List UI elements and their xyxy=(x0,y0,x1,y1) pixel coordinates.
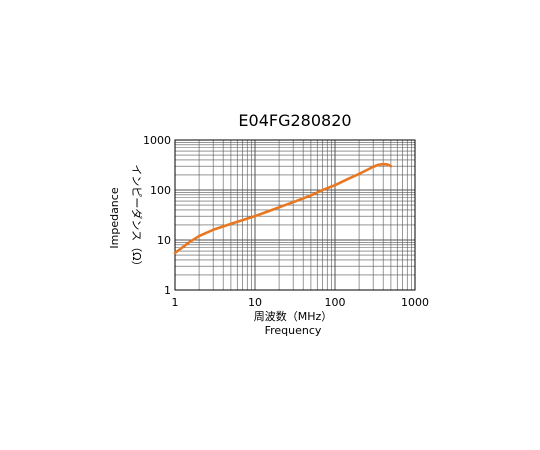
plot-grid xyxy=(175,140,415,290)
x-tick-label: 100 xyxy=(325,296,346,309)
plot-frame xyxy=(174,139,416,291)
x-tick-label: 1000 xyxy=(401,296,429,309)
y-tick-label: 10 xyxy=(157,234,171,247)
x-tick-label: 1 xyxy=(172,296,179,309)
y-tick-labels: 1 10 100 1000 xyxy=(143,134,171,297)
y-axis-label: インピーダンス（Ω） xyxy=(130,164,144,271)
y-tick-label: 100 xyxy=(150,184,171,197)
impedance-curve xyxy=(173,162,393,255)
chart-title: E04FG280820 xyxy=(238,111,351,130)
y-tick-label: 1000 xyxy=(143,134,171,147)
y-tick-label: 1 xyxy=(164,284,171,297)
x-tick-label: 10 xyxy=(248,296,262,309)
x-axis-label: 周波数（MHz） xyxy=(254,310,333,323)
x-axis-label-sub: Frequency xyxy=(265,324,322,337)
y-axis-label-sub: Impedance xyxy=(108,187,121,248)
series-layer xyxy=(173,162,393,255)
x-tick-labels: 1 10 100 1000 xyxy=(172,296,430,309)
